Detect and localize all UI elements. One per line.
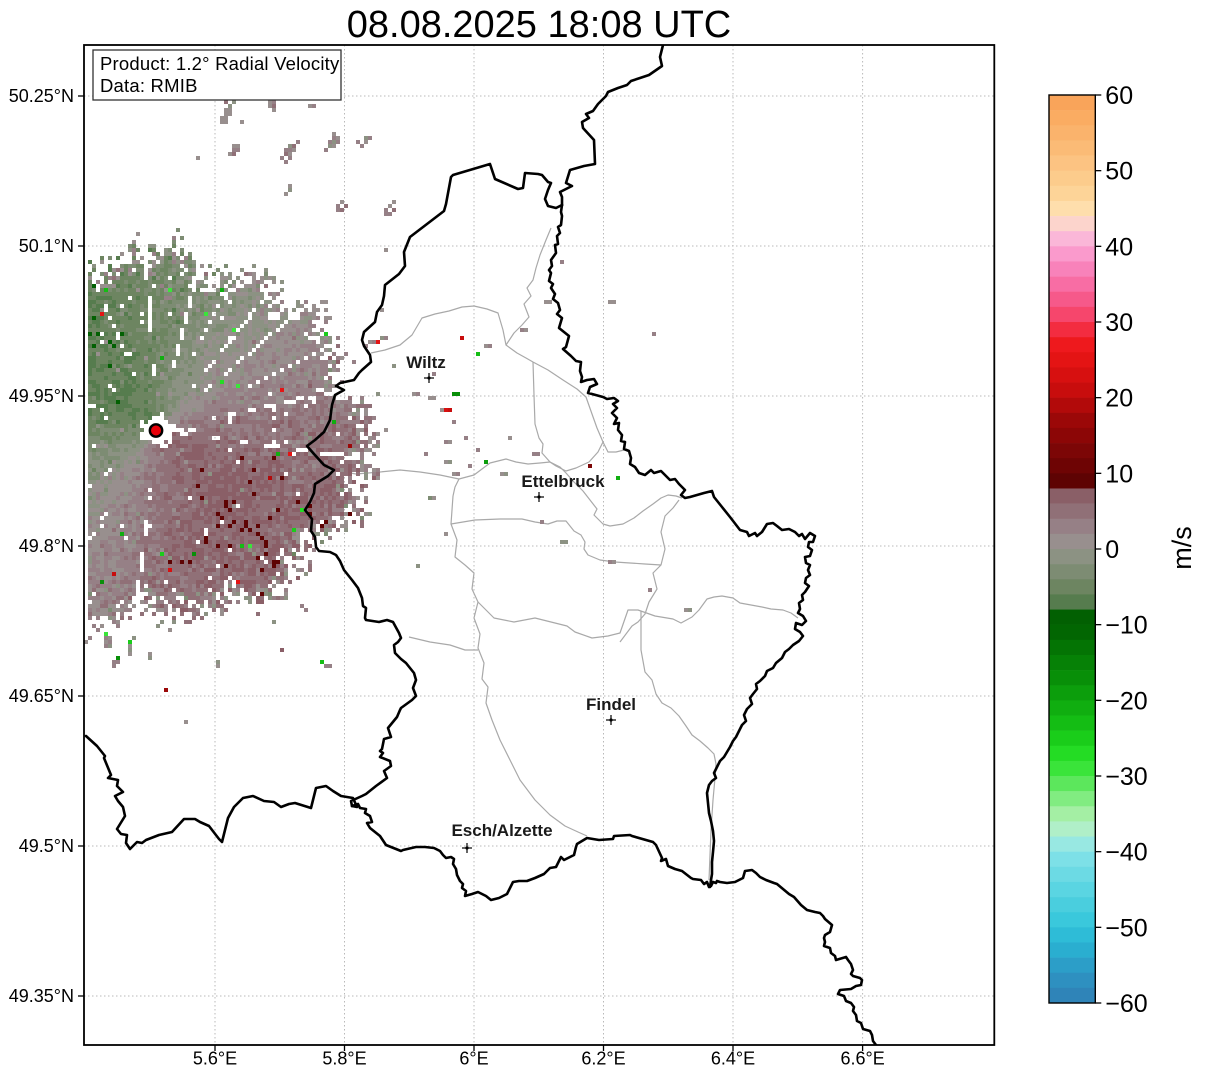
svg-text:Product: 1.2° Radial Velocity: Product: 1.2° Radial Velocity [100,53,340,74]
svg-text:6.2°E: 6.2°E [581,1049,625,1069]
svg-text:Data: RMIB: Data: RMIB [100,75,198,96]
svg-text:08.08.2025 18:08 UTC: 08.08.2025 18:08 UTC [347,4,732,46]
svg-text:50.25°N: 50.25°N [9,86,74,106]
svg-text:−60: −60 [1105,990,1147,1018]
svg-text:49.65°N: 49.65°N [9,686,74,706]
svg-text:40: 40 [1105,233,1133,261]
svg-text:49.35°N: 49.35°N [9,986,74,1006]
svg-text:−10: −10 [1105,612,1147,640]
svg-text:m/s: m/s [1167,526,1197,570]
svg-text:0: 0 [1105,536,1119,564]
svg-text:Ettelbruck: Ettelbruck [521,472,605,491]
svg-text:60: 60 [1105,82,1133,110]
svg-text:6.6°E: 6.6°E [840,1049,884,1069]
svg-text:49.5°N: 49.5°N [19,836,74,856]
svg-text:5.6°E: 5.6°E [193,1049,237,1069]
svg-text:Findel: Findel [586,695,636,714]
svg-text:Wiltz: Wiltz [406,353,446,372]
svg-text:−30: −30 [1105,763,1147,791]
svg-text:−40: −40 [1105,839,1147,867]
svg-text:20: 20 [1105,385,1133,413]
svg-text:49.8°N: 49.8°N [19,536,74,556]
svg-text:10: 10 [1105,460,1133,488]
svg-text:50.1°N: 50.1°N [19,236,74,256]
svg-text:50: 50 [1105,158,1133,186]
svg-text:30: 30 [1105,309,1133,337]
svg-text:6.4°E: 6.4°E [711,1049,755,1069]
svg-text:5.8°E: 5.8°E [322,1049,366,1069]
svg-text:49.95°N: 49.95°N [9,386,74,406]
svg-text:6°E: 6°E [459,1049,488,1069]
svg-text:Esch/Alzette: Esch/Alzette [451,821,552,840]
svg-text:−20: −20 [1105,687,1147,715]
svg-text:−50: −50 [1105,914,1147,942]
